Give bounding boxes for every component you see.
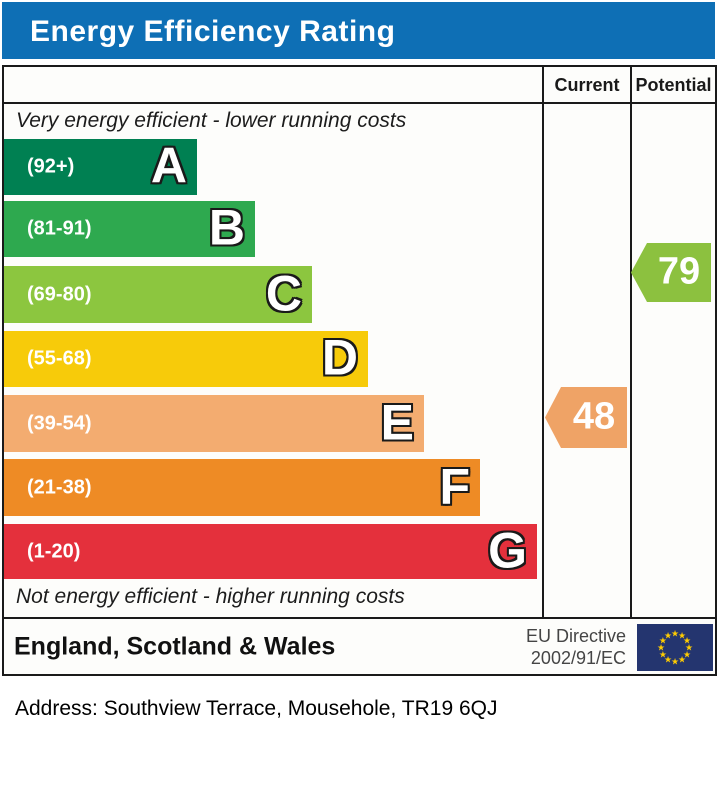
potential-marker: 79 [631, 243, 711, 302]
eu-flag-field [637, 624, 713, 671]
chart-footer-row: England, Scotland & Wales EU Directive 2… [4, 617, 715, 674]
svg-text:★: ★ [664, 655, 672, 665]
band-range-label: (92+) [27, 155, 75, 178]
svg-text:★: ★ [657, 643, 665, 653]
svg-text:★: ★ [685, 643, 693, 653]
band-range-label: (69-80) [27, 283, 92, 305]
svg-text:★: ★ [664, 630, 672, 640]
band-row-E: (39-54) E [4, 393, 424, 452]
band-letter: C [265, 264, 302, 321]
page-title-bar: Energy Efficiency Rating [2, 2, 715, 59]
band-letter: F [439, 457, 470, 514]
band-range-label: (81-91) [27, 217, 92, 240]
svg-text:★: ★ [683, 636, 691, 646]
svg-text:★: ★ [678, 655, 686, 665]
top-note: Very energy efficient - lower running co… [16, 109, 407, 132]
eu-flag-stars: ★★★★★★★★★★★★ [657, 629, 693, 667]
band-letter: D [321, 329, 358, 386]
potential-marker-value: 79 [657, 250, 701, 293]
svg-text:★: ★ [671, 657, 679, 667]
svg-text:★: ★ [678, 630, 686, 640]
region-label: England, Scotland & Wales [14, 632, 336, 660]
band-row-F: (21-38) F [4, 457, 480, 516]
band-range-label: (1-20) [27, 540, 81, 562]
chart-header-row [4, 67, 715, 104]
band-row-G: (1-20) G [4, 521, 537, 579]
current-column-divider [542, 67, 544, 617]
band-letter: A [150, 137, 187, 194]
svg-text:★: ★ [659, 650, 667, 660]
svg-text:★: ★ [683, 650, 691, 660]
band-letter: E [380, 393, 414, 450]
band-row-D: (55-68) D [4, 329, 368, 387]
eu-flag-icon: ★ ★ ★ ★ ★ ★ ★ ★ ★ ★ ★ ★ [637, 624, 713, 671]
current-column-header: Current [554, 75, 620, 95]
address-line: Address: Southview Terrace, Mousehole, T… [15, 697, 498, 720]
energy-efficiency-chart: Current Potential Very energy efficient … [2, 65, 717, 676]
band-range-label: (55-68) [27, 347, 92, 370]
current-marker-value: 48 [572, 395, 616, 438]
eu-directive-label: EU Directive 2002/91/EC [525, 625, 626, 668]
band-row-A: (92+) A [4, 137, 197, 195]
potential-column-header: Potential [635, 75, 712, 95]
potential-column-divider [630, 67, 632, 617]
page-title: Energy Efficiency Rating [30, 15, 396, 48]
band-range-label: (21-38) [27, 476, 92, 498]
svg-text:★: ★ [671, 629, 679, 639]
band-row-C: (69-80) C [4, 264, 312, 323]
bottom-note: Not energy efficient - higher running co… [16, 585, 405, 608]
svg-text:★: ★ [659, 636, 667, 646]
band-row-B: (81-91) B [4, 199, 255, 257]
band-letter: B [208, 199, 245, 256]
band-range-label: (39-54) [27, 412, 92, 434]
current-marker: 48 [545, 387, 627, 448]
band-letter: G [488, 521, 527, 578]
